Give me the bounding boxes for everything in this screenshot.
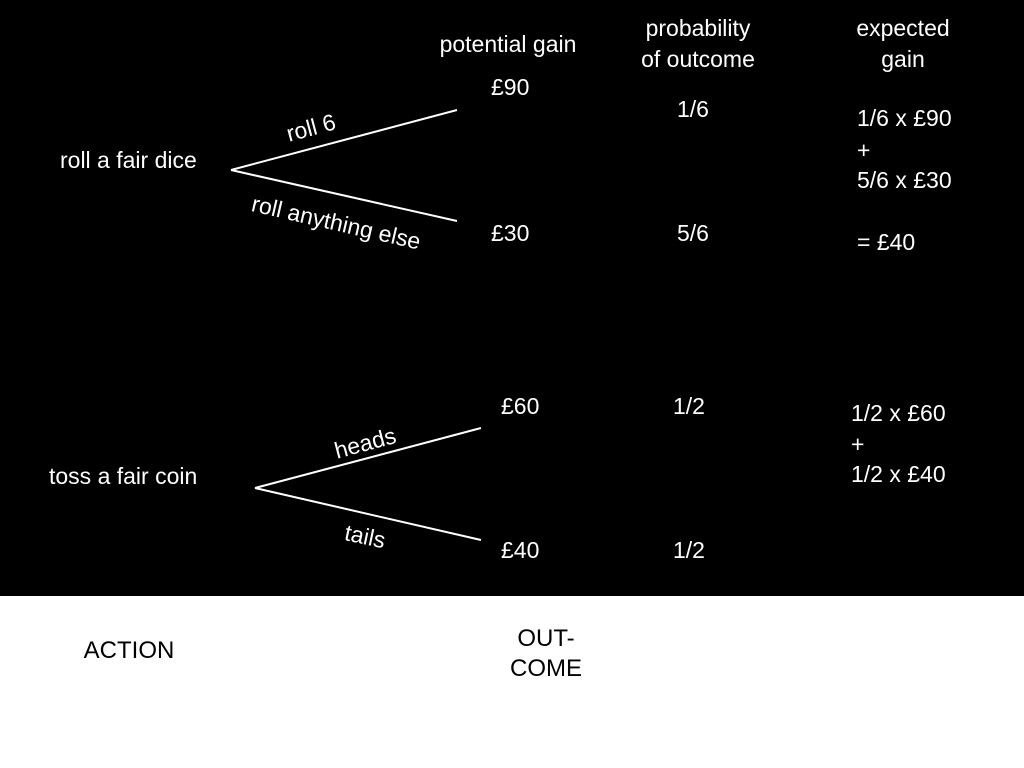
coin-branch-top-line <box>254 427 482 489</box>
coin-expected-line3: 1/2 x £40 <box>851 461 946 487</box>
coin-gain-bottom: £40 <box>501 537 540 563</box>
dice-gain-top: £90 <box>491 74 530 100</box>
header-potential-gain: potential gain <box>439 31 577 57</box>
coin-expected-line1: 1/2 x £60 <box>851 400 946 426</box>
dice-branch-bottom-line <box>230 169 458 222</box>
dice-prob-top: 1/6 <box>677 96 709 122</box>
dice-expected-plus: + <box>857 137 871 163</box>
coin-prob-top: 1/2 <box>673 393 705 419</box>
coin-expected-plus: + <box>851 431 865 457</box>
footer-outcome-line1: OUT- <box>517 625 575 652</box>
coin-prob-bottom: 1/2 <box>673 537 705 563</box>
coin-action-label: toss a fair coin <box>49 463 198 489</box>
tree-lines <box>230 109 482 541</box>
coin-gain-top: £60 <box>501 393 540 419</box>
dice-branch-top-line <box>230 109 458 171</box>
header-probability-line1: probability <box>645 15 751 41</box>
dice-gain-bottom: £30 <box>491 220 530 246</box>
header-probability-line2: of outcome <box>641 46 755 72</box>
dice-expected-line3: 5/6 x £30 <box>857 167 952 193</box>
header-expected-line2: gain <box>881 46 925 72</box>
header-expected-line1: expected <box>856 15 950 41</box>
coin-branch-bottom-line <box>254 487 482 541</box>
diagram-board: potential gain probability of outcome ex… <box>0 0 1024 596</box>
dice-action-label: roll a fair dice <box>60 147 197 173</box>
footer-outcome-line2: COME <box>510 655 582 682</box>
dice-prob-bottom: 5/6 <box>677 220 709 246</box>
dice-expected-result: = £40 <box>857 229 916 255</box>
footer-action-label: ACTION <box>83 637 175 664</box>
dice-expected-line1: 1/6 x £90 <box>857 105 952 131</box>
